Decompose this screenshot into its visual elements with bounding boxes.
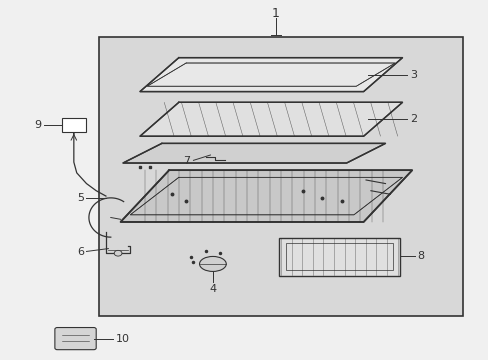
Polygon shape	[140, 58, 402, 91]
Text: 5: 5	[77, 193, 84, 203]
Bar	[62, 118, 85, 132]
Polygon shape	[122, 143, 385, 163]
Circle shape	[114, 250, 122, 256]
Text: 1: 1	[272, 8, 280, 21]
Ellipse shape	[199, 256, 226, 271]
Text: 2: 2	[409, 114, 416, 124]
Text: 3: 3	[409, 69, 416, 80]
Bar	[285, 243, 392, 270]
Text: 8: 8	[416, 251, 424, 261]
Polygon shape	[140, 102, 402, 136]
Text: 7: 7	[183, 157, 190, 166]
Bar	[99, 37, 462, 316]
Text: 6: 6	[77, 247, 84, 257]
Text: 9: 9	[35, 120, 41, 130]
Polygon shape	[120, 170, 411, 222]
Text: 10: 10	[116, 334, 129, 343]
Text: 4: 4	[209, 284, 216, 294]
Bar	[278, 238, 399, 275]
FancyBboxPatch shape	[55, 328, 96, 350]
